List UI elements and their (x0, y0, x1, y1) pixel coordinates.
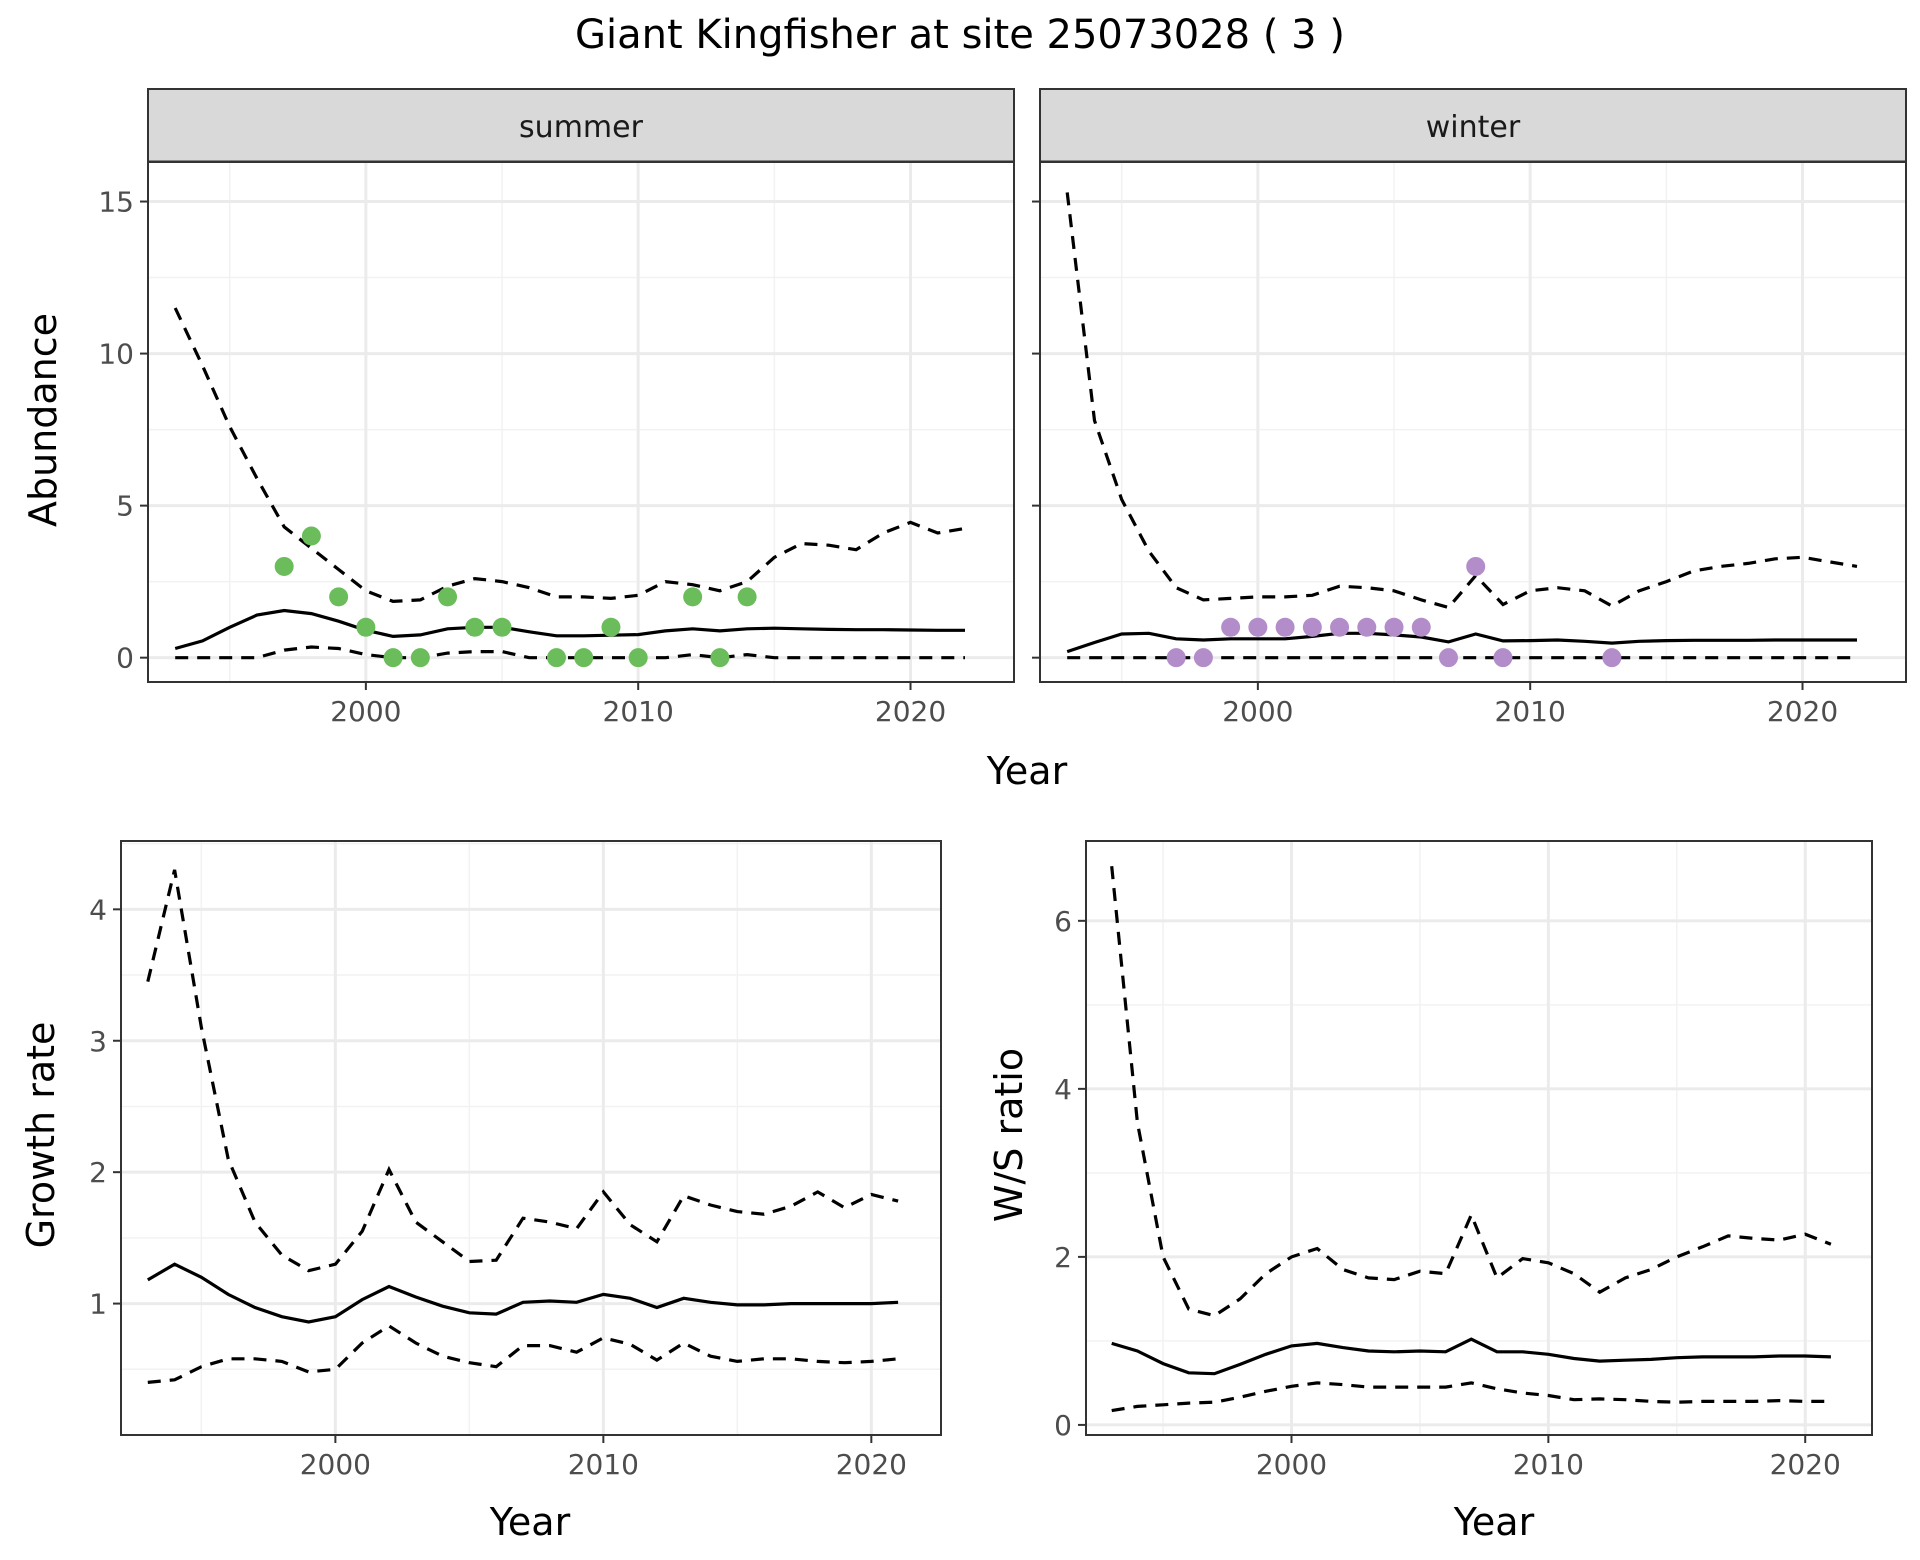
x-tick-label: 2020 (1770, 1448, 1841, 1481)
strip-winter (1039, 88, 1907, 163)
data-point (1466, 556, 1486, 576)
series-mean (1111, 1337, 1831, 1376)
data-point (1411, 617, 1431, 637)
panel-summer: summer 2000 2010 2020 0 5 10 15 Abundance (21, 88, 1015, 728)
xlabel-year-growth: Year (489, 1500, 571, 1544)
data-point (601, 617, 621, 637)
data-point (683, 587, 703, 607)
strip-label-summer: summer (519, 110, 644, 145)
series-upper-bound (1065, 192, 1858, 610)
x-tick-label: 2010 (1513, 1448, 1584, 1481)
y-tick-label: 0 (1054, 1409, 1072, 1442)
data-point (383, 648, 403, 668)
data-point (1330, 617, 1350, 637)
y-tick-label: 2 (1054, 1241, 1072, 1274)
ylabel-growth-rate: Growth rate (19, 1022, 63, 1249)
panel-background-3 (1086, 841, 1872, 1435)
data-point (1302, 617, 1322, 637)
ylabel-ws-ratio: W/S ratio (987, 1048, 1031, 1222)
y-tick-label: 4 (89, 893, 107, 926)
data-point (628, 648, 648, 668)
series-mean (1066, 631, 1857, 654)
panel-border-3 (1085, 840, 1873, 1436)
y-tick-label: 2 (89, 1156, 107, 1189)
data-point (1438, 648, 1458, 668)
panel-background-1 (1040, 162, 1906, 682)
x-tick-label: 2010 (603, 695, 674, 728)
plot-area-growth-rate: 2000 2010 2020 1 2 3 4 (89, 840, 942, 1481)
figure-title: Giant Kingfisher at site 25073028 ( 3 ) (575, 12, 1345, 58)
data-point (1602, 648, 1622, 668)
data-point (737, 587, 757, 607)
data-point (329, 587, 349, 607)
x-tick-label: 2010 (1495, 695, 1566, 728)
y-tick-label: 1 (89, 1288, 107, 1321)
data-point (1275, 617, 1295, 637)
x-tick-label: 2000 (300, 1448, 371, 1481)
x-tick-label: 2020 (875, 695, 946, 728)
data-point (1193, 648, 1213, 668)
panel-winter: winter 2000 2010 2020 (1032, 88, 1907, 728)
plot-area-winter: 2000 2010 2020 (1032, 161, 1907, 728)
series-upper-bound (146, 869, 899, 1273)
series-mean (146, 1262, 899, 1324)
strip-summer (147, 88, 1015, 163)
panel-border-0 (147, 161, 1015, 683)
data-point (438, 587, 458, 607)
data-point (1357, 617, 1377, 637)
y-tick-label: 6 (1054, 905, 1072, 938)
panel-ws-ratio: 2000 2010 2020 0 2 4 6 Year W/S ratio (987, 840, 1873, 1544)
series-upper-bound (173, 307, 966, 604)
y-tick-label: 4 (1054, 1073, 1072, 1106)
panel-background-0 (148, 162, 1014, 682)
x-tick-label: 2000 (330, 695, 401, 728)
data-point (1384, 617, 1404, 637)
data-point (492, 617, 512, 637)
y-tick-label: 5 (116, 490, 134, 523)
xlabel-year-top: Year (986, 749, 1068, 793)
plot-area-summer: 2000 2010 2020 0 5 10 15 (98, 161, 1015, 728)
data-point (1248, 617, 1268, 637)
y-tick-label: 10 (98, 338, 134, 371)
data-point (410, 648, 430, 668)
panel-border-2 (120, 840, 942, 1436)
data-point (356, 617, 376, 637)
strip-label-winter: winter (1426, 110, 1521, 145)
data-point (301, 526, 321, 546)
y-tick-label: 0 (116, 642, 134, 675)
data-point (1221, 617, 1241, 637)
series-lower-bound (1111, 1381, 1831, 1413)
data-point (274, 556, 294, 576)
y-tick-label: 3 (89, 1025, 107, 1058)
data-point (546, 648, 566, 668)
data-point (710, 648, 730, 668)
series-lower-bound (147, 1324, 899, 1384)
x-tick-label: 2010 (568, 1448, 639, 1481)
panel-border-1 (1039, 161, 1907, 683)
data-point (465, 617, 485, 637)
data-point (1166, 648, 1186, 668)
data-point (1493, 648, 1513, 668)
xlabel-year-ratio: Year (1453, 1500, 1535, 1544)
data-point (574, 648, 594, 668)
plot-area-ws-ratio: 2000 2010 2020 0 2 4 6 (1054, 840, 1873, 1481)
x-tick-label: 2020 (1767, 695, 1838, 728)
x-tick-label: 2020 (836, 1448, 907, 1481)
x-tick-label: 2000 (1222, 695, 1293, 728)
y-tick-label: 15 (98, 186, 134, 219)
panel-growth-rate: 2000 2010 2020 1 2 3 4 Year Growth rate (19, 840, 942, 1544)
panel-background-2 (121, 841, 941, 1435)
series-lower-bound (175, 645, 965, 660)
ylabel-abundance: Abundance (21, 313, 65, 527)
x-tick-label: 2000 (1256, 1448, 1327, 1481)
series-mean (174, 608, 965, 651)
